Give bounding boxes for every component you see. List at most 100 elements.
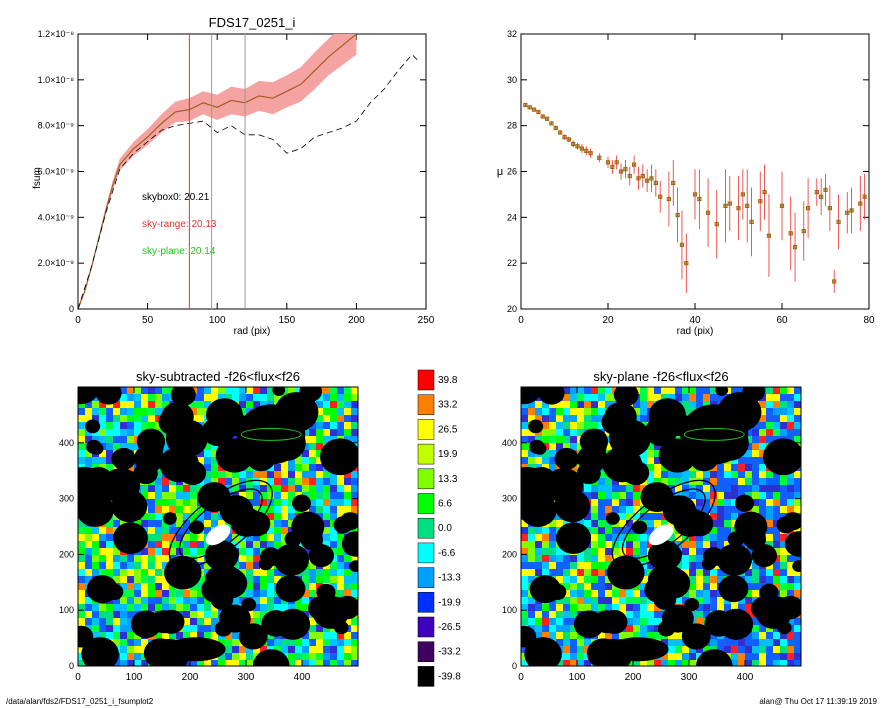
map-cell (239, 555, 246, 562)
map-cell (106, 569, 113, 576)
map-cell (724, 520, 731, 527)
map-cell (274, 569, 281, 576)
map-cell (134, 415, 141, 422)
map-cell (148, 555, 155, 562)
map-cell (626, 492, 633, 499)
map-cell (99, 611, 106, 618)
map-cell (598, 506, 605, 513)
map-cell (556, 429, 563, 436)
map-cell (794, 583, 801, 590)
map-cell (710, 513, 717, 520)
mu-point-core (715, 223, 718, 226)
mu-point (558, 130, 563, 135)
map-cell (190, 632, 197, 639)
map-cell (633, 548, 640, 555)
colorbar-swatch (417, 369, 435, 391)
map-cell (584, 597, 591, 604)
mu-point (740, 192, 745, 197)
map-cell (330, 583, 337, 590)
map-cell (794, 485, 801, 492)
map-cell (682, 548, 689, 555)
map-cell (759, 457, 766, 464)
mu-point-core (655, 182, 657, 184)
map-cell (239, 660, 246, 666)
map-cell (584, 520, 591, 527)
map-cell (190, 625, 197, 632)
map-cell (612, 632, 619, 639)
map-cell (190, 513, 197, 520)
map-cell (302, 436, 309, 443)
map-cell (183, 604, 190, 611)
map-cell (351, 429, 358, 436)
map-cell (605, 590, 612, 597)
map-cell (605, 436, 612, 443)
map-cell (127, 611, 134, 618)
mu-point (697, 196, 702, 202)
map-cell (647, 457, 654, 464)
masked-source (81, 637, 119, 666)
map-cell (612, 534, 619, 541)
map-cell (556, 415, 563, 422)
map-cell (696, 555, 703, 562)
sky-range-error-band (78, 34, 357, 309)
map-cell (780, 506, 787, 513)
map-cell (267, 534, 274, 541)
masked-source (681, 623, 711, 650)
map-xtick-label: 0 (518, 672, 524, 683)
map-cell (197, 401, 204, 408)
map-cell (246, 534, 253, 541)
map-cell (99, 408, 106, 415)
map-cell (535, 401, 542, 408)
map-cell (253, 604, 260, 611)
map-cell (724, 499, 731, 506)
map-cell (106, 464, 113, 471)
map-cell (281, 520, 288, 527)
map-cell (323, 471, 330, 478)
map-cell (330, 492, 337, 499)
map-cell (773, 660, 780, 666)
masked-source (763, 438, 801, 476)
map-cell (668, 632, 675, 639)
map-cell (169, 534, 176, 541)
map-cell (738, 653, 745, 660)
map-cell (598, 492, 605, 499)
map-cell (640, 632, 647, 639)
map-cell (120, 520, 127, 527)
fsum-xtick-label: 100 (209, 315, 226, 326)
map-cell (549, 618, 556, 625)
map-cell (351, 653, 358, 660)
map-cell (113, 548, 120, 555)
map-cell (155, 576, 162, 583)
map-cell (295, 485, 302, 492)
map-cell (120, 408, 127, 415)
map-cell (731, 464, 738, 471)
map-cell (703, 611, 710, 618)
map-cell (549, 464, 556, 471)
fsum-frame (77, 33, 427, 310)
map-cell (542, 527, 549, 534)
map-cell (267, 639, 274, 646)
map-cell (316, 436, 323, 443)
map-cell (155, 583, 162, 590)
map-cell (766, 632, 773, 639)
map-cell (211, 513, 218, 520)
mu-point-core (572, 143, 574, 145)
map-cell (330, 429, 337, 436)
map-cell (717, 499, 724, 506)
map-cell (288, 485, 295, 492)
map-cell (288, 646, 295, 653)
map-cell (246, 653, 253, 660)
masked-source (607, 555, 645, 590)
map-cell (148, 569, 155, 576)
map-cell (703, 597, 710, 604)
mu-point (566, 137, 571, 142)
map-cell (120, 597, 127, 604)
map-cell (113, 604, 120, 611)
map-cell (281, 478, 288, 485)
map-cell (703, 576, 710, 583)
map-cell (288, 478, 295, 485)
map-cell (169, 590, 176, 597)
map-cell (528, 401, 535, 408)
mu-ytick-label: 26 (507, 167, 517, 177)
colorbar-label: -33.2 (438, 647, 461, 658)
